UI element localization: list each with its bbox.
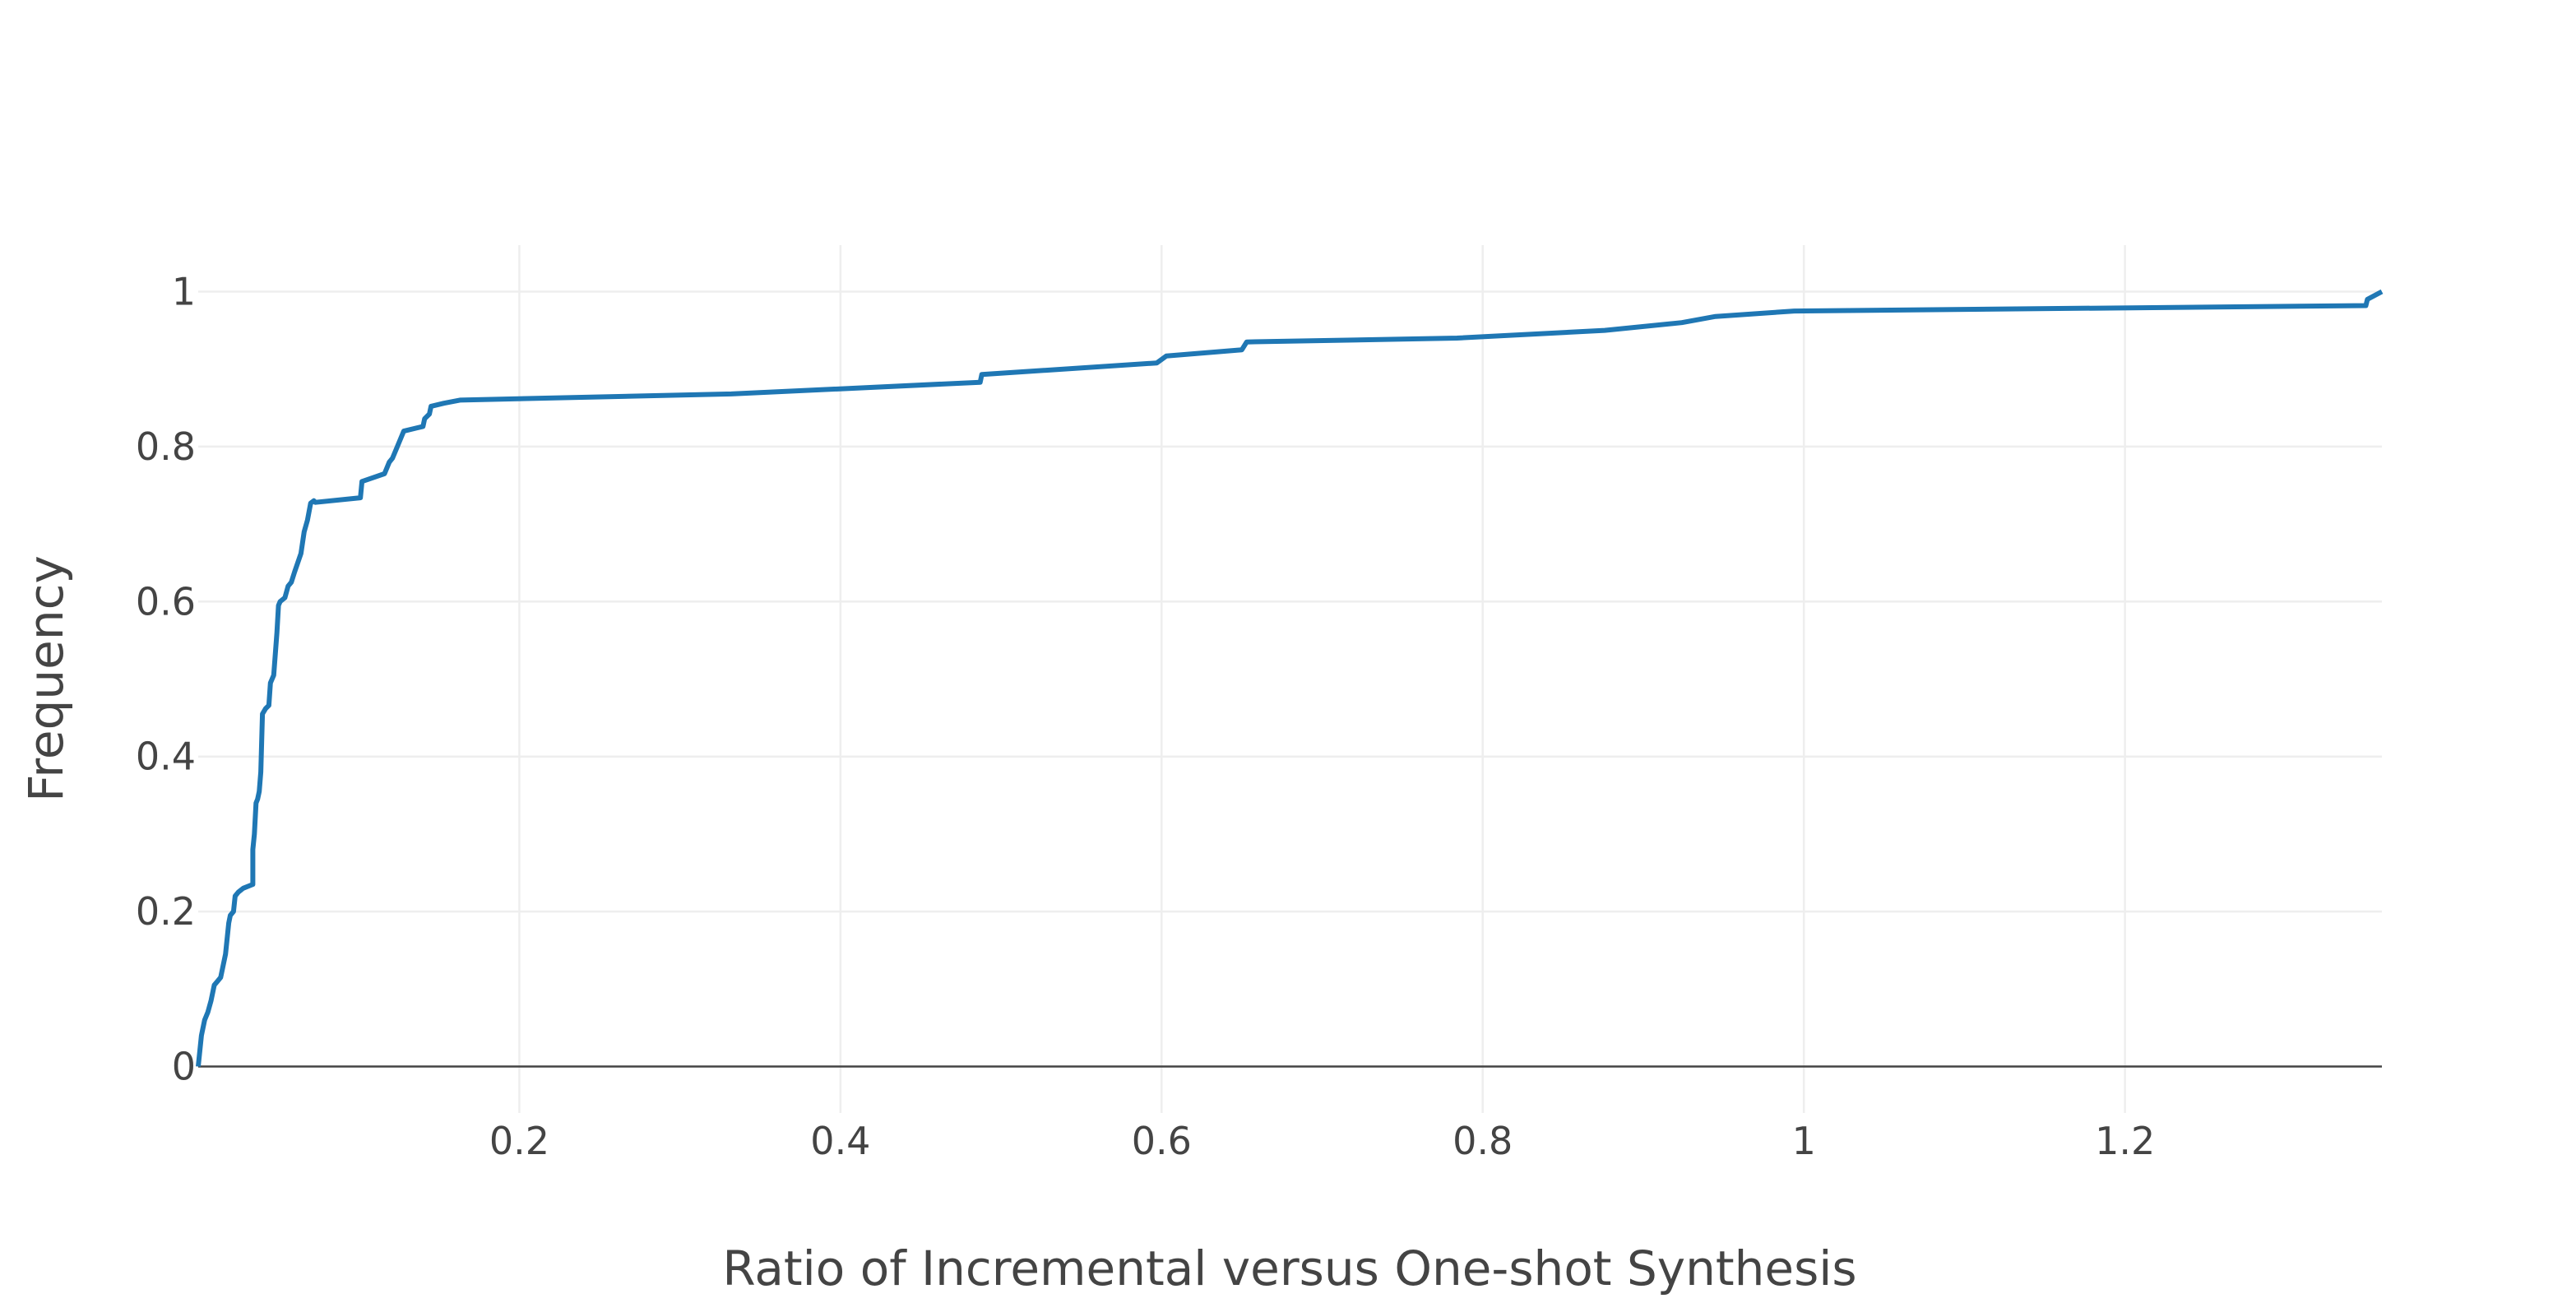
- x-tick-label: 0.4: [810, 1119, 870, 1163]
- x-gridlines: [518, 245, 2126, 1113]
- y-tick-label: 1: [172, 270, 196, 314]
- y-tick-label: 0.2: [136, 889, 196, 934]
- y-tick-label: 0.4: [136, 735, 196, 779]
- x-tick-label: 0.8: [1452, 1119, 1513, 1163]
- series-line: [196, 289, 2384, 1067]
- x-tick-label: 0.6: [1132, 1119, 1192, 1163]
- x-axis-title: Ratio of Incremental versus One-shot Syn…: [722, 1240, 1856, 1296]
- y-axis-title: Frequency: [18, 555, 74, 802]
- y-tick-labels: 0 0.2 0.4 0.6 0.8 1: [136, 270, 196, 1089]
- x-tick-label: 1: [1792, 1119, 1816, 1163]
- y-gridlines: [198, 290, 2382, 913]
- y-tick-label: 0: [172, 1044, 196, 1088]
- y-tick-label: 0.6: [136, 579, 196, 624]
- x-tick-label: 1.2: [2095, 1119, 2155, 1163]
- y-tick-label: 0.8: [136, 424, 196, 469]
- x-tick-labels: 0.2 0.4 0.6 0.8 1 1.2: [489, 1119, 2155, 1163]
- x-tick-label: 0.2: [489, 1119, 549, 1163]
